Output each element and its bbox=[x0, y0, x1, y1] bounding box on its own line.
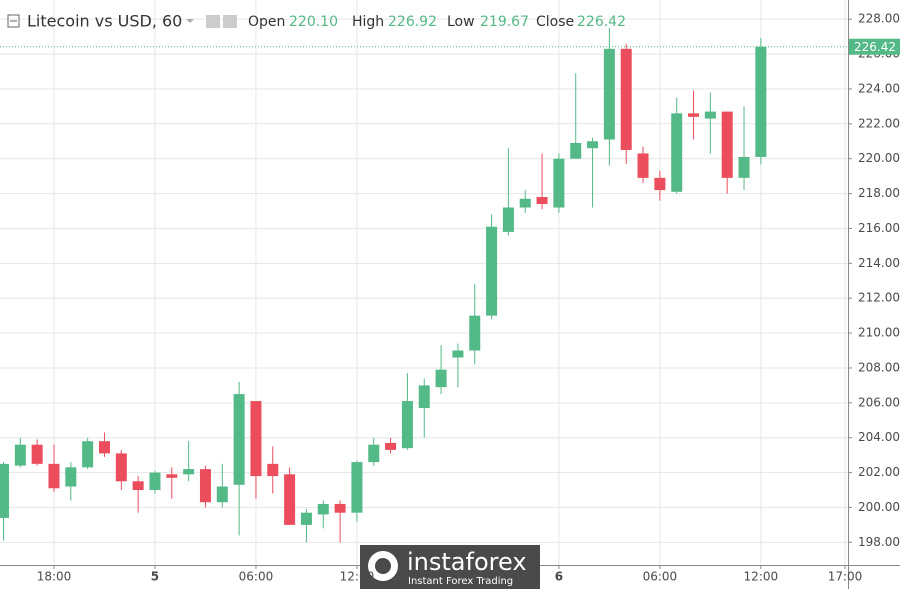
candle-body bbox=[553, 158, 565, 208]
watermark-brand: instaforex bbox=[407, 548, 527, 576]
x-tick-label: 5 bbox=[151, 570, 159, 584]
candle-body bbox=[216, 486, 228, 503]
candle-body bbox=[267, 463, 279, 477]
open-label: Open bbox=[248, 14, 285, 30]
y-tick-label: 204.00 bbox=[858, 430, 900, 444]
candle-body bbox=[199, 469, 211, 503]
candle-body bbox=[115, 453, 127, 482]
x-tick-label: 06:00 bbox=[643, 570, 678, 584]
candle-body bbox=[183, 469, 195, 475]
y-tick-label: 214.00 bbox=[858, 256, 900, 270]
candle-body bbox=[688, 113, 700, 117]
x-tick-label: 06:00 bbox=[239, 570, 274, 584]
header: Litecoin vs USD, 60 Open 220.10 High 226… bbox=[7, 12, 626, 31]
candle-body bbox=[385, 442, 397, 450]
candle-body bbox=[166, 474, 178, 478]
high-label: High bbox=[352, 14, 384, 30]
x-tick-label: 12:00 bbox=[744, 570, 779, 584]
candle-body bbox=[738, 156, 750, 178]
candle-body bbox=[536, 197, 548, 205]
y-tick-label: 222.00 bbox=[858, 116, 900, 130]
candle-body bbox=[435, 369, 447, 388]
candle-body bbox=[14, 444, 26, 466]
y-tick-label: 210.00 bbox=[858, 326, 900, 340]
chart-title: Litecoin vs USD, 60 bbox=[27, 12, 182, 31]
y-tick-label: 220.00 bbox=[858, 151, 900, 165]
candle-body bbox=[48, 463, 60, 489]
candle-body bbox=[755, 46, 767, 157]
close-label: Close bbox=[536, 14, 574, 30]
settings-icon[interactable] bbox=[223, 15, 237, 28]
y-tick-label: 224.00 bbox=[858, 81, 900, 95]
collapse-icon[interactable] bbox=[7, 14, 20, 28]
candle-body bbox=[452, 350, 464, 358]
settings-icon[interactable] bbox=[206, 15, 220, 28]
y-tick-label: 202.00 bbox=[858, 465, 900, 479]
y-tick-label: 208.00 bbox=[858, 360, 900, 374]
last-price-label: 226.42 bbox=[854, 40, 896, 54]
y-tick-label: 216.00 bbox=[858, 221, 900, 235]
watermark-tagline: Instant Forex Trading bbox=[408, 576, 513, 587]
low-label: Low bbox=[447, 14, 475, 30]
y-tick-label: 228.00 bbox=[858, 12, 900, 26]
candle-body bbox=[65, 467, 77, 487]
watermark: instaforex Instant Forex Trading bbox=[360, 545, 540, 589]
y-tick-label: 218.00 bbox=[858, 186, 900, 200]
candle-body bbox=[519, 198, 531, 208]
candle-body bbox=[502, 207, 514, 232]
candle-body bbox=[82, 441, 94, 468]
candle-body bbox=[149, 472, 161, 491]
x-tick-label: 6 bbox=[555, 570, 563, 584]
y-tick-label: 206.00 bbox=[858, 395, 900, 409]
dropdown-icon[interactable] bbox=[186, 19, 194, 23]
x-tick-label: 18:00 bbox=[37, 570, 72, 584]
candle-body bbox=[654, 177, 666, 191]
high-value: 226.92 bbox=[388, 14, 437, 30]
y-tick-label: 198.00 bbox=[858, 535, 900, 549]
watermark-logo-inner bbox=[375, 558, 391, 574]
candle-body bbox=[486, 226, 498, 316]
candle-body bbox=[31, 444, 43, 464]
candle-body bbox=[401, 401, 413, 449]
candle-body bbox=[334, 503, 346, 513]
candle-body bbox=[284, 474, 296, 525]
x-tick-label: 17:00 bbox=[828, 570, 863, 584]
candle-body bbox=[98, 441, 110, 454]
last-price-tag bbox=[849, 38, 900, 55]
candle-body bbox=[368, 444, 380, 463]
y-tick-label: 212.00 bbox=[858, 291, 900, 305]
close-value: 226.42 bbox=[577, 14, 626, 30]
candle-body bbox=[300, 512, 312, 525]
candle-body bbox=[0, 463, 9, 518]
candle-body bbox=[233, 394, 245, 485]
candle-body bbox=[570, 142, 582, 159]
candle-body bbox=[704, 111, 716, 119]
y-tick-label: 200.00 bbox=[858, 500, 900, 514]
candle-body bbox=[132, 481, 144, 491]
candle-body bbox=[671, 113, 683, 192]
open-value: 220.10 bbox=[289, 14, 338, 30]
candle-body bbox=[250, 401, 262, 477]
candle-body bbox=[317, 503, 329, 515]
low-value: 219.67 bbox=[480, 14, 529, 30]
candle-body bbox=[620, 48, 632, 150]
x-tick-label: 12:00 bbox=[340, 570, 375, 584]
candle-body bbox=[351, 462, 363, 513]
candle-body bbox=[721, 111, 733, 178]
candle-body bbox=[418, 385, 430, 409]
candle-body bbox=[603, 48, 615, 140]
candle-body bbox=[637, 153, 649, 178]
candle-body bbox=[469, 315, 481, 351]
plot-area bbox=[0, 0, 848, 565]
candle-body bbox=[587, 141, 599, 149]
